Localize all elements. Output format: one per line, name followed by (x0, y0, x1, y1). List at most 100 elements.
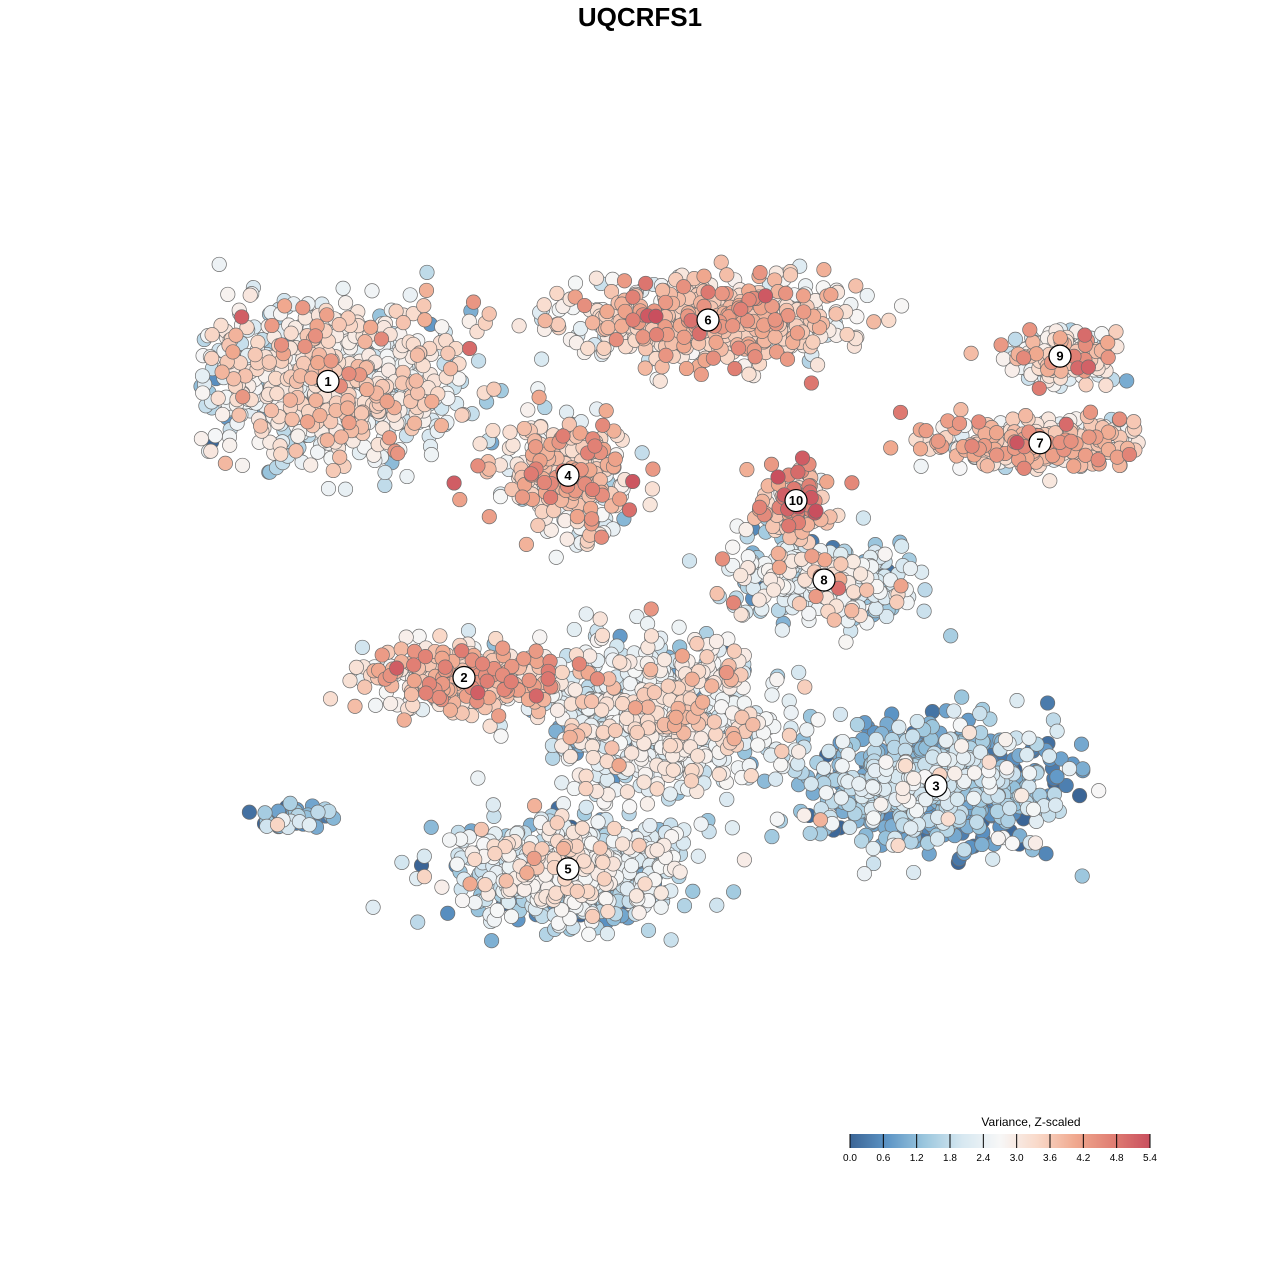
cell-point (953, 402, 969, 418)
cell-point (709, 897, 725, 913)
cell-point (624, 745, 640, 761)
cell-point (810, 712, 826, 728)
cell-point (764, 829, 780, 845)
cell-point (467, 851, 483, 867)
cell-point (580, 340, 596, 356)
cell-point (663, 932, 679, 948)
cell-point (562, 729, 578, 745)
cell-point (818, 785, 834, 801)
cell-point (706, 714, 722, 730)
cell-point (671, 619, 687, 635)
cell-point (536, 297, 552, 313)
cell-point (943, 628, 959, 644)
cell-point (283, 325, 299, 341)
cell-point (856, 866, 872, 882)
cell-point (796, 807, 812, 823)
cell-point (866, 314, 882, 330)
cell-point (566, 621, 582, 638)
cell-point (802, 825, 818, 841)
cell-point (394, 854, 410, 870)
cell-point (689, 636, 705, 652)
cell-point (364, 283, 380, 299)
cell-point (599, 926, 615, 942)
cell-point (684, 671, 700, 687)
cell-point (207, 428, 223, 444)
cell-point (719, 791, 735, 807)
cell-point (653, 899, 669, 915)
cell-point (484, 933, 500, 949)
cell-point (631, 837, 647, 853)
cell-point (489, 902, 505, 918)
cell-point (210, 390, 226, 406)
cell-point (614, 696, 631, 712)
cell-point (733, 567, 749, 583)
cell-point (940, 811, 956, 827)
cell-point (938, 733, 954, 749)
cell-point (303, 457, 319, 473)
cell-point (946, 703, 962, 719)
cell-point (473, 821, 489, 837)
cell-point (797, 679, 813, 695)
cell-point (906, 864, 922, 881)
cell-point (347, 698, 363, 714)
cell-point (548, 549, 564, 565)
cell-point (416, 298, 432, 314)
cell-point (622, 799, 638, 815)
cell-point (1005, 411, 1021, 427)
cell-point (301, 817, 317, 833)
cell-point (214, 364, 230, 380)
cell-point (636, 774, 652, 790)
cell-point (348, 659, 364, 675)
cell-point (1049, 769, 1065, 785)
cell-point (449, 856, 465, 872)
cell-point (211, 256, 227, 272)
cell-point (194, 368, 211, 384)
cell-point (596, 871, 612, 887)
cell-point (640, 922, 657, 938)
cell-point (365, 899, 381, 915)
cell-point (342, 673, 358, 689)
cell-point (969, 814, 985, 830)
cell-point (460, 623, 477, 639)
cell-point (961, 725, 977, 741)
cell-point (549, 285, 565, 301)
cell-point (383, 695, 399, 712)
cell-point (842, 819, 858, 835)
cell-point (868, 731, 884, 748)
cell-point (481, 306, 497, 322)
cell-point (503, 908, 520, 924)
cell-point (764, 687, 780, 703)
cell-point (604, 740, 620, 756)
cell-point (859, 582, 875, 598)
cell-point (195, 385, 211, 401)
cell-point (612, 654, 628, 670)
cell-point (467, 895, 483, 911)
cell-point (338, 295, 354, 311)
cell-point (409, 347, 425, 363)
cell-point (972, 705, 988, 722)
cell-point (204, 350, 220, 366)
cell-point (1126, 414, 1142, 430)
cell-point (990, 830, 1006, 846)
cell-point (520, 402, 536, 418)
cell-point (333, 429, 349, 445)
cell-point (770, 545, 786, 562)
cell-point (257, 805, 273, 821)
cell-point (377, 477, 393, 493)
cell-point (502, 424, 518, 440)
cell-point (588, 270, 604, 286)
cell-point (917, 582, 933, 598)
cell-point (711, 766, 727, 782)
cell-point (423, 447, 439, 463)
cell-point (487, 846, 503, 862)
cell-point (894, 298, 910, 314)
cell-point (1073, 736, 1090, 752)
cell-point (660, 678, 676, 694)
cell-point (402, 287, 418, 303)
cell-point (750, 737, 766, 753)
cell-point (897, 758, 914, 774)
cell-point (949, 791, 965, 807)
cell-point (569, 883, 585, 899)
cell-point (310, 804, 326, 820)
